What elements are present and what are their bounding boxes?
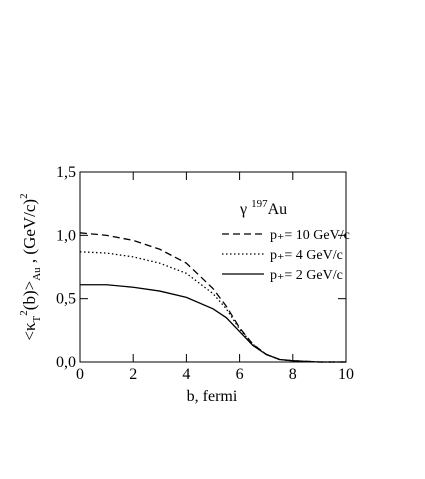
annotation: γ 197Au	[239, 198, 287, 218]
x-axis-label: b, fermi	[187, 388, 238, 405]
y-tick-label: 0,0	[56, 354, 76, 371]
annotation-part: Au	[268, 201, 288, 218]
legend-label: p₊= 4 GeV/c	[270, 248, 343, 263]
x-tick-label: 8	[289, 366, 297, 383]
y-label-part: Au	[31, 267, 43, 281]
y-label-part: , (GeV/c)	[20, 199, 39, 267]
plot-frame	[79, 171, 347, 363]
y-tick-label: 1,0	[56, 227, 76, 244]
y-label-part: <κ	[20, 322, 39, 341]
series-line	[80, 284, 346, 363]
y-label-part: T	[31, 315, 43, 322]
y-label-part: 2	[18, 193, 30, 199]
annotation-part: 197	[251, 198, 268, 210]
x-tick-label: 2	[129, 366, 137, 383]
legend-label: p₊= 2 GeV/c	[270, 268, 343, 283]
y-tick-label: 1,5	[56, 164, 76, 181]
legend-label: p₊= 10 GeV/c	[270, 228, 350, 243]
y-tick-label: 0,5	[56, 291, 76, 308]
y-label-part: 2	[18, 310, 30, 316]
x-tick-label: 4	[182, 366, 190, 383]
y-axis-label: <κT2(b)>Au , (GeV/c)2	[18, 193, 43, 340]
x-tick-label: 0	[76, 366, 84, 383]
x-tick-label: 6	[236, 366, 244, 383]
annotation-part: γ	[239, 201, 247, 218]
y-label-part: (b)>	[20, 281, 39, 310]
x-tick-label: 10	[338, 366, 354, 383]
